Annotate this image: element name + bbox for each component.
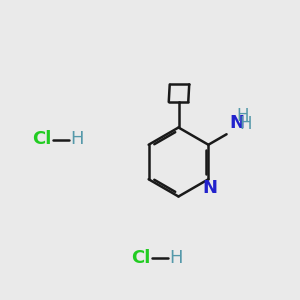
Text: H: H bbox=[236, 107, 249, 125]
Text: Cl: Cl bbox=[32, 130, 51, 148]
Text: H: H bbox=[70, 130, 83, 148]
Text: Cl: Cl bbox=[130, 249, 150, 267]
Text: H: H bbox=[239, 115, 252, 133]
Text: N: N bbox=[229, 114, 244, 132]
Text: H: H bbox=[169, 249, 182, 267]
Text: N: N bbox=[202, 179, 217, 197]
